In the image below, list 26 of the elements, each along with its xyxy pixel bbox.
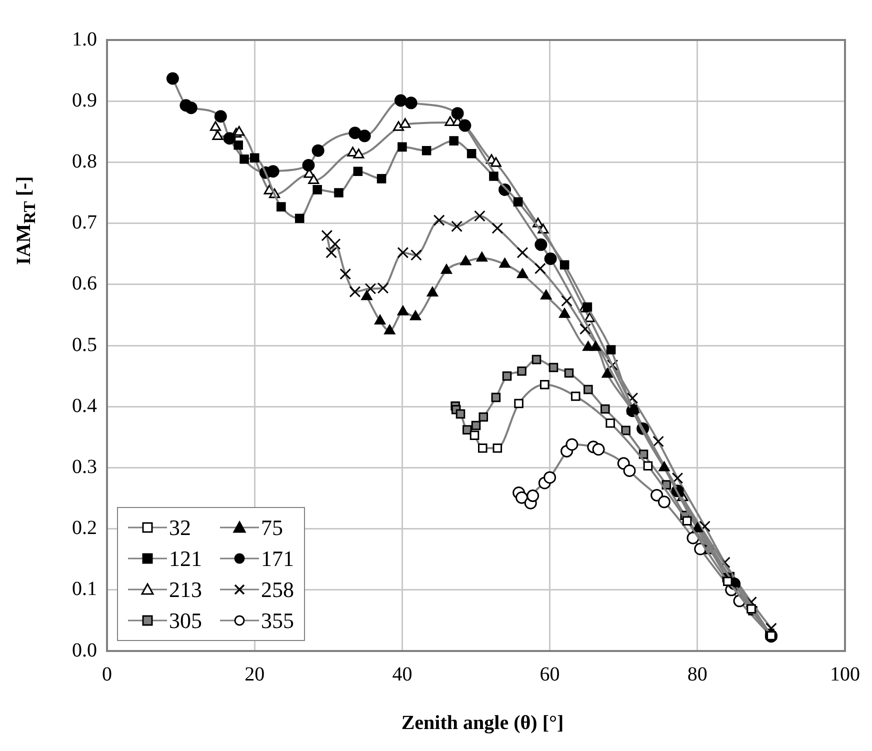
y-tick-label: 0.4 (72, 394, 97, 417)
x-tick-label: 0 (102, 663, 112, 686)
legend-label: 355 (261, 608, 294, 634)
y-tick-label: 0.8 (72, 150, 97, 172)
y-tick-label: 0.6 (72, 272, 97, 295)
y-tick-label: 0.3 (72, 456, 97, 478)
y-tick-label: 0.9 (72, 89, 97, 112)
x-tick-label: 80 (687, 663, 708, 686)
y-tick-label: 0.0 (72, 639, 97, 662)
x-tick-label: 20 (244, 663, 265, 686)
y-tick-label: 0.1 (72, 578, 97, 600)
x-tick-label: 100 (830, 663, 860, 686)
x-tick-label: 60 (540, 663, 560, 686)
x-tick-label: 40 (392, 663, 412, 686)
y-tick-label: 1.0 (72, 28, 97, 50)
legend-label: 121 (169, 546, 202, 572)
x-axis-title: Zenith angle (θ) [°] (400, 712, 565, 735)
y-tick-label: 0.7 (72, 212, 97, 234)
legend-label: 213 (169, 576, 202, 602)
legend-label: 75 (261, 514, 283, 540)
y-tick-label: 0.2 (72, 517, 97, 540)
legend-label: 171 (261, 546, 294, 572)
y-tick-label: 0.5 (72, 334, 97, 356)
legend-label: 305 (169, 608, 202, 634)
legend-label: 258 (261, 576, 294, 602)
legend-label: 32 (169, 514, 191, 540)
